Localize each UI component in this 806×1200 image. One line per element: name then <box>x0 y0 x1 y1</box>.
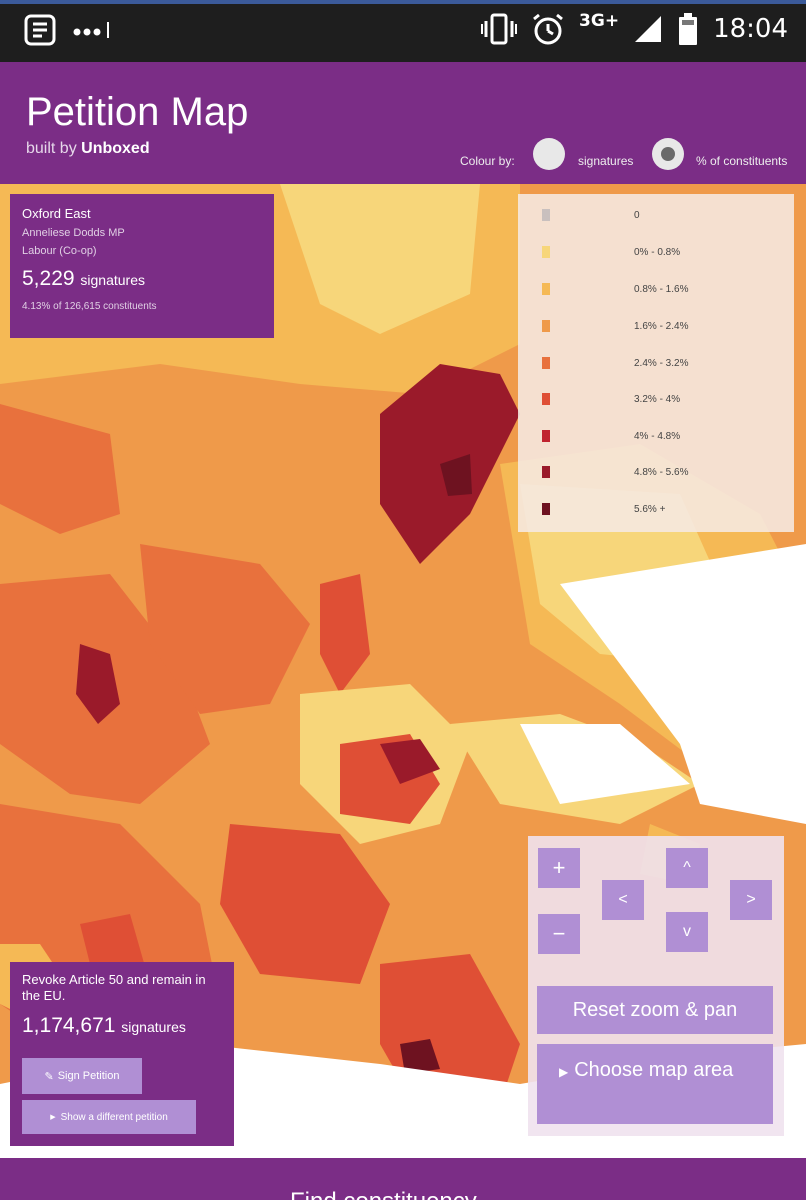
petition-signature-unit: signatures <box>121 1019 186 1035</box>
zoom-out-button[interactable]: − <box>538 914 580 954</box>
notes-icon <box>24 14 56 46</box>
legend-row <box>542 392 550 406</box>
percent-radio-label: % of constituents <box>696 154 788 168</box>
legend-row <box>542 282 550 296</box>
built-by: built by Unboxed <box>26 140 150 158</box>
signatures-radio-label: signatures <box>578 154 634 168</box>
constituency-percentage: 4.13% of 126,615 constituents <box>22 301 157 312</box>
legend-swatch <box>542 320 550 332</box>
legend-label: 2.4% - 3.2% <box>634 358 689 369</box>
legend-row <box>542 319 550 333</box>
legend-label: 0% - 0.8% <box>634 247 681 258</box>
petition-title: Revoke Article 50 and remain in the EU. <box>22 972 206 1003</box>
different-petition-button[interactable]: ▶ Show a different petition <box>22 1100 196 1134</box>
legend-swatch <box>542 209 550 221</box>
legend-row <box>542 208 550 222</box>
legend-swatch <box>542 393 550 405</box>
built-by-link[interactable]: Unboxed <box>81 140 150 157</box>
alarm-icon <box>533 13 563 45</box>
reset-zoom-button[interactable]: Reset zoom & pan <box>537 986 773 1034</box>
play-icon: ▶ <box>50 1114 56 1121</box>
legend-label: 1.6% - 2.4% <box>634 321 689 332</box>
app-header: Petition Map built by Unboxed Colour by:… <box>0 62 806 184</box>
pan-down-button[interactable]: v <box>666 912 708 952</box>
signal-icon <box>635 16 662 42</box>
legend-swatch <box>542 430 550 442</box>
legend-swatch <box>542 246 550 258</box>
legend-label: 3.2% - 4% <box>634 394 681 405</box>
legend-row <box>542 465 550 479</box>
signature-count: 5,229 <box>22 267 75 290</box>
legend-swatch <box>542 503 550 515</box>
clock: 18:04 <box>713 14 788 44</box>
petition-panel: Revoke Article 50 and remain in the EU. … <box>10 962 234 1146</box>
zoom-in-button[interactable]: + <box>538 848 580 888</box>
legend-label: 0 <box>634 210 640 221</box>
legend-swatch <box>542 357 550 369</box>
petition-signatures: 1,174,671 signatures <box>22 1014 222 1038</box>
constituency-signatures: 5,229 signatures <box>22 267 262 291</box>
status-bar: 3G+ 18:04 <box>0 0 806 62</box>
legend-row <box>542 245 550 259</box>
mp-name: Anneliese Dodds MP <box>22 227 125 239</box>
colour-by-label: Colour by: <box>460 154 515 168</box>
petition-signature-count: 1,174,671 <box>22 1014 116 1037</box>
play-icon: ▶ <box>559 1065 569 1079</box>
sign-petition-button[interactable]: ✎ Sign Petition <box>22 1058 142 1094</box>
legend-label: 0.8% - 1.6% <box>634 284 689 295</box>
pan-left-button[interactable]: < <box>602 880 644 920</box>
find-constituency-label: Find constituency <box>290 1188 477 1200</box>
constituency-name: Oxford East <box>22 206 91 221</box>
legend-row <box>542 502 550 516</box>
pan-up-button[interactable]: ^ <box>666 848 708 888</box>
page-title: Petition Map <box>26 90 249 134</box>
legend-swatch <box>542 466 550 478</box>
network-type: 3G+ <box>579 11 620 31</box>
percent-radio[interactable] <box>652 138 684 170</box>
signatures-radio[interactable] <box>533 138 565 170</box>
pan-right-button[interactable]: > <box>730 880 772 920</box>
pencil-icon: ✎ <box>44 1070 54 1083</box>
constituency-info: Oxford East Anneliese Dodds MP Labour (C… <box>10 194 274 338</box>
built-by-prefix: built by <box>26 140 77 157</box>
choose-map-area-label: Choose map area <box>574 1059 734 1081</box>
legend-label: 5.6% + <box>634 504 666 515</box>
map-controls: + − ^ < > v Reset zoom & pan ▶ Choose map… <box>528 836 784 1136</box>
legend-row <box>542 356 550 370</box>
legend-label: 4% - 4.8% <box>634 431 681 442</box>
party-name: Labour (Co-op) <box>22 245 97 257</box>
vibrate-icon <box>481 13 518 45</box>
legend-row <box>542 429 550 443</box>
sign-petition-label: Sign Petition <box>57 1070 120 1082</box>
signature-unit: signatures <box>80 272 145 288</box>
legend-label: 4.8% - 5.6% <box>634 467 689 478</box>
choose-map-area-button[interactable]: ▶ Choose map area <box>537 1044 773 1124</box>
legend-swatch <box>542 283 550 295</box>
dots-icon <box>73 22 109 38</box>
map-legend: 0 0% - 0.8% 0.8% - 1.6% 1.6% - 2.4% 2.4%… <box>518 194 794 532</box>
find-constituency-bar[interactable]: Find constituency <box>0 1158 806 1200</box>
different-petition-label: Show a different petition <box>60 1111 168 1123</box>
battery-icon <box>679 13 698 45</box>
